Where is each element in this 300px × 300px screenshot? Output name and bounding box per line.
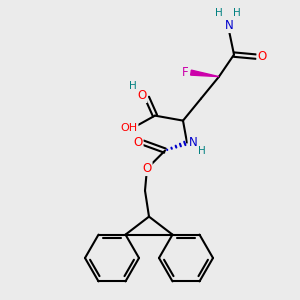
Text: OH: OH [120, 123, 138, 133]
Text: O: O [142, 162, 152, 175]
Text: O: O [137, 89, 147, 102]
Text: O: O [257, 50, 267, 63]
Text: H: H [129, 81, 137, 91]
Text: H: H [215, 8, 223, 18]
Text: N: N [189, 136, 197, 149]
Text: N: N [225, 19, 233, 32]
Text: O: O [134, 136, 142, 149]
Text: H: H [198, 146, 206, 156]
Text: F: F [182, 66, 188, 79]
Text: H: H [233, 8, 241, 18]
Polygon shape [190, 70, 219, 76]
